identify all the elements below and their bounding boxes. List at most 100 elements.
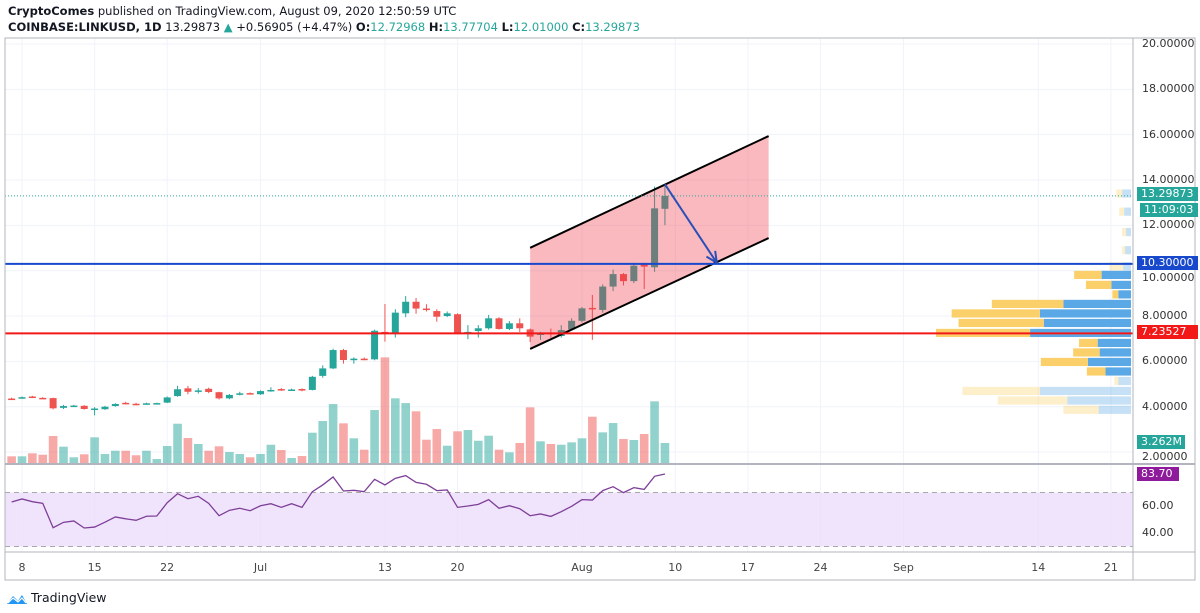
volume-bar <box>639 434 649 463</box>
volume-bar <box>473 440 483 463</box>
candle-body <box>101 406 109 410</box>
candle-body <box>578 308 586 321</box>
candle-body <box>288 389 296 391</box>
volume-bar <box>577 438 587 463</box>
volume-profile-down-bar <box>1122 246 1126 255</box>
volume-profile-down-bar <box>1109 262 1124 271</box>
rsi-tick-label: 60.00 <box>1142 499 1174 512</box>
candle-body <box>267 389 275 392</box>
volume-profile-up-bar <box>1039 309 1131 318</box>
candle-body <box>298 389 306 391</box>
volume-bar <box>556 444 566 463</box>
volume-bar <box>380 357 390 463</box>
candle-body <box>422 308 430 311</box>
channel-lower-line <box>529 237 770 350</box>
volume-profile-down-bar <box>1114 376 1119 386</box>
time-tick-label: Aug <box>571 561 593 574</box>
volume-bar <box>38 454 48 463</box>
candle-body <box>412 301 420 309</box>
candle-body <box>505 323 513 329</box>
volume-profile-down-bar <box>1085 280 1112 289</box>
candle-body <box>661 195 669 209</box>
open-label: O: <box>355 20 371 34</box>
volume-bar <box>525 407 535 463</box>
volume-profile-up-bar <box>1118 376 1131 386</box>
drawings[interactable] <box>5 135 1133 350</box>
volume-profile <box>935 189 1131 414</box>
volume-profile-down-bar <box>1119 207 1125 216</box>
volume-profile-down-bar <box>1086 367 1106 376</box>
candle-body <box>153 403 161 405</box>
volume-profile-down-bar <box>1116 189 1123 198</box>
time-tick-label: 15 <box>87 561 102 574</box>
volume-profile-down-bar <box>951 309 1040 318</box>
time-tick-label: Sep <box>893 561 914 574</box>
candle-body <box>246 393 254 395</box>
price-change: +0.56905 (+4.47%) <box>236 20 353 34</box>
volume-bar <box>308 432 317 463</box>
volume-bar <box>111 450 120 463</box>
volume-bar <box>629 440 639 463</box>
candle-body <box>174 389 182 397</box>
candle-body <box>402 301 410 314</box>
volume-bar <box>608 423 618 463</box>
rsi-band <box>5 492 1133 547</box>
volume-profile-down-bar <box>1079 338 1098 348</box>
candles <box>8 185 669 416</box>
high-value: 13.77704 <box>443 20 498 34</box>
volume-bar <box>484 435 493 463</box>
volume-profile-up-bar <box>1087 357 1131 367</box>
volume-profile-down-bar <box>1040 357 1088 367</box>
candle-body <box>132 403 140 406</box>
time-tick-label: 22 <box>160 561 175 574</box>
arrow-line <box>664 183 718 264</box>
candle-body <box>59 406 67 408</box>
volume-bar <box>442 445 452 463</box>
volume-bar <box>411 411 421 463</box>
tradingview-logo[interactable]: TradingView <box>6 590 107 605</box>
candle-body <box>70 405 78 408</box>
candle-body <box>122 402 130 405</box>
triangle-up-icon: ▲ <box>223 20 233 34</box>
candle-body <box>350 358 358 361</box>
volume-bar <box>28 453 37 463</box>
price-tick-label: 14.00000 <box>1142 173 1195 187</box>
volume-profile-up-bar <box>1124 207 1131 216</box>
candle-body <box>184 388 192 392</box>
volume-bar <box>505 452 514 463</box>
candle-body <box>205 388 213 392</box>
brand-name: TradingView <box>31 590 107 605</box>
volume-bar <box>401 403 410 463</box>
red-level-tag: 7.23527 <box>1137 325 1198 339</box>
time-tick-label: 8 <box>18 561 26 574</box>
symbol-label[interactable]: COINBASE:LINKUSD, 1D <box>8 20 162 34</box>
volume-profile-up-bar <box>1111 280 1131 289</box>
volume-profile-down-bar <box>997 396 1068 405</box>
volume-bar <box>515 443 525 463</box>
candle-body <box>433 311 441 317</box>
volume-bar <box>536 441 545 463</box>
candle-body <box>495 318 503 329</box>
candle-body <box>142 403 150 405</box>
close-label: C: <box>572 20 586 34</box>
channel-upper-line <box>529 135 770 249</box>
volume-bar <box>79 454 89 463</box>
candle-body <box>474 328 482 332</box>
volume-bar <box>214 446 224 463</box>
candle-body <box>257 391 265 395</box>
candle-body <box>516 323 524 329</box>
time-tick-label: 14 <box>1031 561 1046 574</box>
volume-profile-up-bar <box>1039 386 1131 396</box>
rsi-line <box>11 473 666 529</box>
volume-profile-up-bar <box>1099 348 1131 357</box>
volume-bar <box>276 450 286 463</box>
price-tick-label: 16.00000 <box>1142 127 1195 141</box>
volume-bar <box>131 455 141 463</box>
candle-body <box>49 398 57 409</box>
price-tick-label: 18.00000 <box>1142 82 1195 96</box>
blue-level-tag: 10.30000 <box>1137 256 1198 270</box>
time-tick-label: 24 <box>813 561 828 574</box>
volume-profile-up-bar <box>1126 227 1131 237</box>
author-name[interactable]: CryptoComes <box>8 4 95 18</box>
